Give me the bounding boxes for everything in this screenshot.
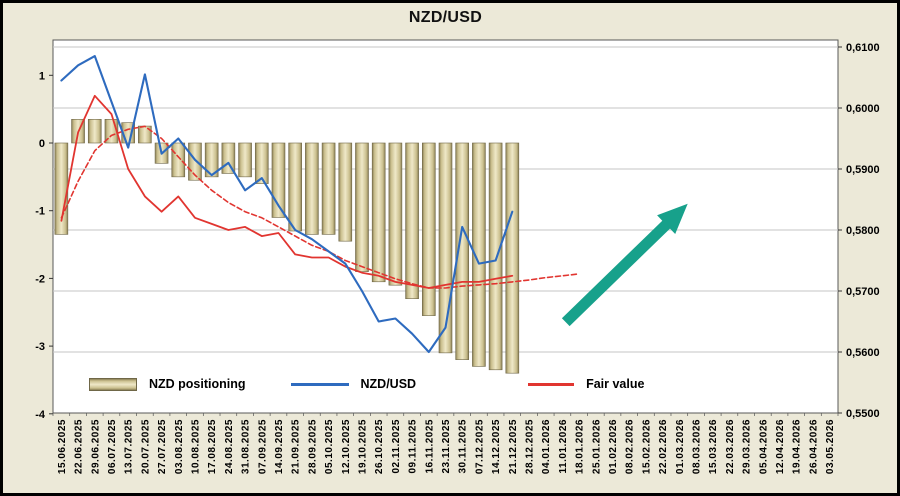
blue-line-swatch-icon <box>290 382 349 386</box>
svg-text:-1: -1 <box>35 206 45 218</box>
svg-text:03.08.2025: 03.08.2025 <box>174 419 185 474</box>
svg-text:30.11.2025: 30.11.2025 <box>458 419 469 474</box>
svg-text:-4: -4 <box>35 409 46 421</box>
svg-text:25.01.2026: 25.01.2026 <box>591 419 602 474</box>
svg-text:-2: -2 <box>35 273 45 285</box>
svg-text:08.03.2026: 08.03.2026 <box>692 419 703 474</box>
svg-text:15.02.2026: 15.02.2026 <box>641 419 652 474</box>
svg-text:01.02.2026: 01.02.2026 <box>608 419 619 474</box>
svg-text:21.09.2025: 21.09.2025 <box>291 419 302 474</box>
svg-text:05.10.2025: 05.10.2025 <box>324 419 335 474</box>
svg-text:0,6100: 0,6100 <box>846 42 880 54</box>
svg-text:22.02.2026: 22.02.2026 <box>658 419 669 474</box>
legend-label-nzdusd: NZD/USD <box>360 377 417 391</box>
svg-text:26.04.2026: 26.04.2026 <box>808 419 819 474</box>
svg-text:15.03.2026: 15.03.2026 <box>708 419 719 474</box>
svg-text:15.06.2025: 15.06.2025 <box>57 419 68 474</box>
svg-text:28.12.2025: 28.12.2025 <box>525 419 536 474</box>
svg-text:03.05.2026: 03.05.2026 <box>825 419 836 474</box>
svg-text:04.01.2026: 04.01.2026 <box>541 419 552 474</box>
svg-text:24.08.2025: 24.08.2025 <box>224 419 235 474</box>
svg-text:-3: -3 <box>35 341 45 353</box>
legend-label-nzd-positioning: NZD positioning <box>149 377 246 391</box>
svg-text:21.12.2025: 21.12.2025 <box>508 419 519 474</box>
svg-text:01.03.2026: 01.03.2026 <box>675 419 686 474</box>
svg-text:19.04.2026: 19.04.2026 <box>792 419 803 474</box>
bar-swatch-icon <box>89 377 137 391</box>
svg-text:16.11.2025: 16.11.2025 <box>424 419 435 474</box>
svg-text:28.09.2025: 28.09.2025 <box>307 419 318 474</box>
svg-text:12.04.2026: 12.04.2026 <box>775 419 786 474</box>
svg-text:07.09.2025: 07.09.2025 <box>257 419 268 474</box>
svg-text:14.12.2025: 14.12.2025 <box>491 419 502 474</box>
svg-text:12.10.2025: 12.10.2025 <box>341 419 352 474</box>
legend-item-nzd-positioning: NZD positioning <box>89 377 246 391</box>
svg-text:23.11.2025: 23.11.2025 <box>441 419 452 474</box>
svg-text:20.07.2025: 20.07.2025 <box>140 419 151 474</box>
svg-text:0,5500: 0,5500 <box>846 408 880 420</box>
svg-text:0,5600: 0,5600 <box>846 347 880 359</box>
svg-text:08.02.2026: 08.02.2026 <box>625 419 636 474</box>
svg-text:10.08.2025: 10.08.2025 <box>191 419 202 474</box>
svg-text:13.07.2025: 13.07.2025 <box>124 419 135 474</box>
svg-text:0,6000: 0,6000 <box>846 103 880 115</box>
svg-text:0: 0 <box>39 138 45 150</box>
svg-text:09.11.2025: 09.11.2025 <box>408 419 419 474</box>
svg-text:29.03.2026: 29.03.2026 <box>742 419 753 474</box>
svg-text:18.01.2026: 18.01.2026 <box>575 419 586 474</box>
chart-title: NZD/USD <box>408 9 483 26</box>
svg-text:05.04.2026: 05.04.2026 <box>758 419 769 474</box>
chart-legend: NZD positioning NZD/USD Fair value <box>89 374 644 394</box>
svg-text:31.08.2025: 31.08.2025 <box>241 419 252 474</box>
svg-text:17.08.2025: 17.08.2025 <box>207 419 218 474</box>
svg-text:0,5900: 0,5900 <box>846 164 880 176</box>
legend-item-nzdusd: NZD/USD <box>290 377 417 391</box>
svg-text:1: 1 <box>39 70 45 82</box>
svg-text:19.10.2025: 19.10.2025 <box>358 419 369 474</box>
svg-text:06.07.2025: 06.07.2025 <box>107 419 118 474</box>
legend-item-fair-value: Fair value <box>528 377 644 391</box>
svg-text:22.06.2025: 22.06.2025 <box>74 419 85 474</box>
legend-label-fair-value: Fair value <box>586 377 645 391</box>
svg-text:26.10.2025: 26.10.2025 <box>374 419 385 474</box>
svg-text:14.09.2025: 14.09.2025 <box>274 419 285 474</box>
red-line-swatch-icon <box>528 382 575 386</box>
chart-svg: 0,6100 0,6000 0,5900 0,5800 0,5700 0,5600 0,55… <box>35 39 880 474</box>
svg-text:0,5800: 0,5800 <box>846 225 880 237</box>
svg-text:11.01.2026: 11.01.2026 <box>558 419 569 474</box>
svg-text:02.11.2025: 02.11.2025 <box>391 419 402 474</box>
svg-text:07.12.2025: 07.12.2025 <box>474 419 485 474</box>
svg-text:29.06.2025: 29.06.2025 <box>90 419 101 474</box>
svg-text:22.03.2026: 22.03.2026 <box>725 419 736 474</box>
svg-text:0,5700: 0,5700 <box>846 286 880 298</box>
svg-text:27.07.2025: 27.07.2025 <box>157 419 168 474</box>
